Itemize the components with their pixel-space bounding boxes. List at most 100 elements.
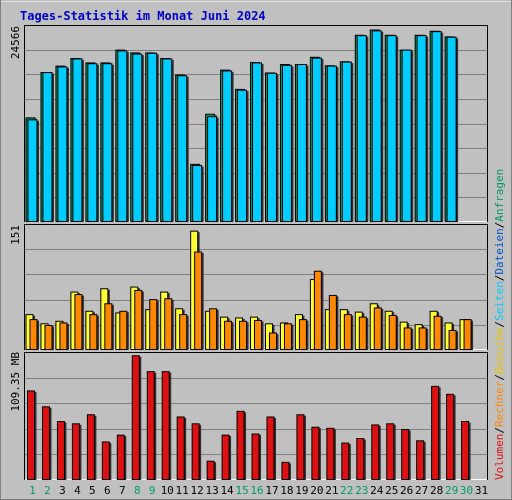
bar-rechner <box>59 322 68 350</box>
bar-rechner <box>164 298 173 350</box>
legend-volumen: Volumen <box>493 434 506 480</box>
bar-dateien <box>207 116 218 222</box>
bar-volumen <box>461 421 470 481</box>
x-tick-label: 18 <box>280 484 293 497</box>
bar-rechner <box>268 332 277 350</box>
x-tick-label: 29 <box>445 484 458 497</box>
bar-volumen <box>101 441 110 481</box>
bar-dateien <box>147 52 158 222</box>
bar-volumen <box>146 371 155 480</box>
bar-dateien <box>222 70 233 223</box>
bar-dateien <box>42 72 53 222</box>
bar-volumen <box>281 461 290 480</box>
bar-rechner <box>74 294 83 350</box>
bar-dateien <box>237 89 248 222</box>
bar-rechner <box>343 314 352 350</box>
bar-dateien <box>416 35 427 222</box>
bar-volumen <box>356 438 365 480</box>
bar-volumen <box>236 410 245 480</box>
bar-rechner <box>358 316 367 351</box>
ylabel-bottom: 109.35 MB <box>9 352 22 412</box>
bar-dateien <box>102 63 113 222</box>
bar-rechner <box>418 327 427 350</box>
bar-volumen <box>311 426 320 480</box>
bar-volumen <box>71 423 80 481</box>
bar-rechner <box>298 319 307 350</box>
bar-rechner <box>224 320 233 351</box>
legend-sep-3: / <box>493 321 506 328</box>
bar-volumen <box>431 385 440 480</box>
bar-rechner <box>463 319 472 350</box>
bar-rechner <box>403 327 412 350</box>
x-tick-label: 30 <box>460 484 473 497</box>
bar-dateien <box>177 75 188 222</box>
x-tick-label: 7 <box>119 484 126 497</box>
bar-rechner <box>373 307 382 350</box>
bar-volumen <box>191 423 200 481</box>
bar-rechner <box>134 289 143 351</box>
x-tick-label: 13 <box>205 484 218 497</box>
x-tick-label: 11 <box>176 484 189 497</box>
x-tick-label: 16 <box>250 484 263 497</box>
bar-rechner <box>89 314 98 350</box>
bar-volumen <box>41 406 50 480</box>
bar-rechner <box>448 329 457 350</box>
x-tick-label: 20 <box>310 484 323 497</box>
x-tick-label: 4 <box>74 484 81 497</box>
bar-dateien <box>162 58 173 222</box>
bar-dateien <box>296 64 307 222</box>
bar-dateien <box>72 58 83 222</box>
legend-besuche: Besuche <box>493 328 506 374</box>
legend-sep-5: / <box>493 222 506 229</box>
x-tick-label: 26 <box>400 484 413 497</box>
x-tick-label: 24 <box>370 484 384 497</box>
panel-middle-visits <box>24 224 488 351</box>
bar-volumen <box>131 355 140 480</box>
bar-rechner <box>179 314 188 350</box>
x-tick-label: 17 <box>265 484 278 497</box>
x-tick-label: 14 <box>220 484 234 497</box>
bar-volumen <box>266 416 275 481</box>
bar-rechner <box>283 323 292 350</box>
bar-dateien <box>132 53 143 223</box>
bar-dateien <box>192 165 203 222</box>
bar-volumen <box>326 427 335 480</box>
bar-rechner <box>119 310 128 351</box>
bar-rechner <box>209 308 218 350</box>
x-tick-label: 25 <box>385 484 398 497</box>
bar-rechner <box>388 314 397 350</box>
bar-volumen <box>206 460 215 480</box>
bar-rechner <box>29 319 38 350</box>
x-tick-label: 9 <box>149 484 156 497</box>
bar-volumen <box>416 440 425 480</box>
bar-dateien <box>311 57 322 222</box>
bar-volumen <box>116 434 125 480</box>
bar-volumen <box>176 416 185 481</box>
bar-dateien <box>117 50 128 223</box>
bar-dateien <box>341 61 352 223</box>
x-tick-label: 27 <box>415 484 428 497</box>
legend-sep-2: / <box>493 374 506 381</box>
legend-sep-4: / <box>493 275 506 282</box>
x-tick-label: 10 <box>161 484 174 497</box>
bar-volumen <box>371 424 380 481</box>
ylabel-middle: 151 <box>9 225 22 245</box>
x-tick-label: 1 <box>29 484 36 497</box>
bar-volumen <box>251 433 260 480</box>
bar-dateien <box>401 49 412 222</box>
bar-volumen <box>296 414 305 481</box>
x-axis-labels: 1 2 3 4 5 6 7 8 9 10 11 12 13 14 15 16 17 18 19 20 21 22 23 24 2… <box>29 484 488 497</box>
legend-seiten: Seiten <box>493 281 506 321</box>
bar-dateien <box>326 65 337 222</box>
bar-rechner <box>328 294 337 351</box>
bar-rechner <box>313 270 322 351</box>
x-tick-label: 21 <box>325 484 338 497</box>
bar-volumen <box>86 414 95 481</box>
panel-top-hits <box>24 25 488 223</box>
bar-dateien <box>266 72 277 223</box>
ylabel-top: 24566 <box>9 26 22 59</box>
bar-dateien <box>446 36 457 223</box>
bar-rechner <box>254 319 263 351</box>
legend-dateien: Dateien <box>493 228 506 274</box>
x-tick-label: 6 <box>104 484 111 497</box>
